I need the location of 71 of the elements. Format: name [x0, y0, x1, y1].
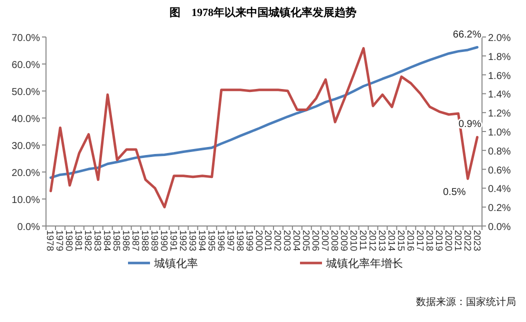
x-tick-label: 2003 — [281, 230, 292, 252]
x-tick-label: 1993 — [186, 230, 198, 252]
x-tick-label: 2008 — [328, 230, 340, 252]
x-tick-label: 1985 — [110, 230, 122, 252]
y2-tick-label: 0.6% — [488, 165, 511, 176]
x-tick-label: 1996 — [214, 230, 226, 252]
y-tick-label: 10.0% — [12, 195, 40, 206]
x-tick-label: 1997 — [224, 230, 236, 252]
x-tick-label: 2019 — [432, 230, 444, 252]
x-tick-label: 2012 — [366, 230, 378, 252]
x-tick-label: 2020 — [442, 230, 454, 252]
y2-tick-label: 1.0% — [488, 128, 511, 138]
x-tick-label: 2017 — [414, 230, 425, 252]
y-tick-label: 30.0% — [12, 141, 40, 152]
y-tick-label: 50.0% — [12, 87, 40, 98]
y-tick-label: 60.0% — [12, 60, 40, 71]
data-label: 0.5% — [442, 186, 466, 198]
y-tick-label: 70.0% — [12, 33, 40, 44]
source-note: 数据来源：国家统计局 — [416, 296, 516, 308]
x-tick-label: 2013 — [376, 230, 387, 252]
y2-tick-label: 1.6% — [488, 70, 511, 82]
x-tick-label: 2004 — [290, 230, 302, 252]
x-tick-label: 1999 — [243, 230, 254, 252]
x-tick-label: 1987 — [130, 230, 141, 252]
x-tick-label: 1995 — [205, 230, 216, 252]
x-tick-label: 2015 — [394, 230, 406, 252]
data-label: 66.2% — [452, 29, 482, 40]
x-tick-label: 2005 — [300, 230, 312, 252]
x-tick-label: 1979 — [54, 230, 65, 252]
x-tick-label: 1980 — [63, 230, 74, 252]
x-tick-label: 2010 — [348, 230, 359, 252]
x-tick-label: 1988 — [139, 230, 150, 252]
x-tick-label: 1992 — [176, 230, 188, 252]
x-tick-label: 2016 — [404, 230, 416, 252]
x-tick-label: 1978 — [44, 230, 56, 252]
x-tick-label: 2022 — [461, 230, 472, 252]
x-tick-label: 1984 — [101, 230, 112, 252]
x-tick-label: 2007 — [319, 230, 330, 252]
y2-tick-label: 0.8% — [488, 146, 511, 158]
x-tick-label: 2006 — [310, 230, 321, 252]
x-tick-label: 1994 — [196, 230, 207, 252]
x-tick-label: 2009 — [338, 230, 350, 252]
y-tick-label: 40.0% — [12, 114, 40, 125]
x-tick-label: 1998 — [234, 230, 245, 252]
y2-tick-label: 0.0% — [488, 222, 511, 233]
y2-tick-label: 2.0% — [488, 33, 511, 44]
x-tick-label: 2011 — [357, 230, 368, 250]
x-tick-label: 1981 — [72, 230, 84, 252]
x-tick-label: 2002 — [272, 230, 283, 252]
x-tick-label: 2023 — [470, 230, 482, 252]
chart-title: 图 1978年以来中国城镇化率发展趋势 — [170, 6, 356, 19]
y-tick-label: 0.0% — [17, 222, 40, 233]
x-tick-label: 2021 — [452, 230, 463, 252]
y2-tick-label: 1.2% — [488, 108, 511, 120]
y-tick-label: 20.0% — [12, 168, 40, 179]
x-tick-label: 1982 — [82, 230, 94, 252]
x-tick-label: 2014 — [385, 230, 396, 252]
x-tick-label: 2001 — [262, 230, 274, 252]
x-tick-label: 2000 — [252, 230, 264, 252]
legend-label: 城镇化率 — [153, 257, 198, 270]
x-tick-label: 1990 — [158, 230, 169, 252]
x-tick-label: 1991 — [167, 230, 178, 252]
x-tick-label: 1989 — [148, 230, 160, 252]
legend-label: 城镇化率年增长 — [325, 257, 403, 270]
x-tick-label: 1983 — [92, 230, 103, 252]
y2-tick-label: 1.4% — [488, 90, 511, 101]
y2-tick-label: 0.4% — [488, 184, 511, 196]
y2-tick-label: 1.8% — [488, 52, 511, 63]
x-tick-label: 1986 — [120, 230, 132, 252]
x-tick-label: 2018 — [423, 230, 434, 252]
y2-tick-label: 0.2% — [488, 203, 511, 214]
